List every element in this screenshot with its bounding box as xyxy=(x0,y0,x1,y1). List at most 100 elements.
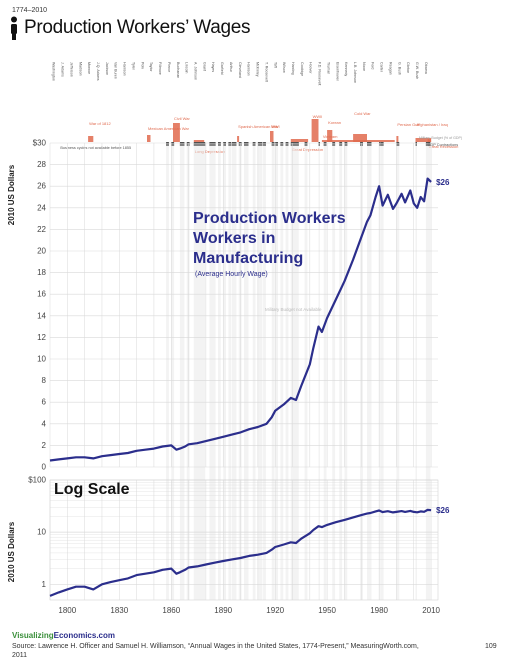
x-tick-label: 1950 xyxy=(318,606,336,615)
contraction-band xyxy=(290,143,299,600)
president-label: F.D. Roosevelt xyxy=(318,62,322,85)
president-label: Hayes xyxy=(211,62,215,72)
y-tick-label: 28 xyxy=(37,160,46,169)
president-label: Washington xyxy=(52,62,56,81)
unavailable-note: Business cycles not available before 185… xyxy=(60,146,131,150)
event-bar xyxy=(327,130,333,142)
contraction-band xyxy=(218,143,221,600)
contraction-band xyxy=(223,143,226,600)
event-bar xyxy=(147,135,151,142)
contraction-band xyxy=(193,143,206,600)
x-tick-label: 1860 xyxy=(162,606,180,615)
event-label: Great Recession xyxy=(429,144,459,149)
president-label: Coolidge xyxy=(300,62,304,76)
president-label: Obama xyxy=(424,62,428,74)
event-bar xyxy=(415,138,432,142)
event-bar xyxy=(237,136,240,142)
event-label: Great Depression xyxy=(292,147,323,152)
page-number: 109 xyxy=(485,643,497,650)
event-bar xyxy=(396,136,399,142)
series-title-line2: Workers in xyxy=(193,230,275,247)
event-label: Korean xyxy=(328,120,341,125)
president-label: Taft xyxy=(273,62,277,68)
contraction-band xyxy=(231,143,237,600)
contraction-band xyxy=(275,143,278,600)
y-tick-label: 0 xyxy=(42,463,47,472)
y-tick-label: $100 xyxy=(28,476,46,485)
contraction-band xyxy=(360,143,363,600)
contraction-band xyxy=(257,143,263,600)
president-label: Grant xyxy=(202,62,206,71)
y-tick-label: 4 xyxy=(42,419,47,428)
president-label: Lincoln xyxy=(185,62,189,73)
event-bar xyxy=(321,140,395,142)
president-label: Monroe xyxy=(87,62,91,74)
event-bar xyxy=(427,139,432,142)
president-label: Tyler xyxy=(132,62,136,71)
x-tick-label: 1920 xyxy=(266,606,284,615)
y-tick-label: 26 xyxy=(37,182,46,191)
event-label: WWI xyxy=(271,124,280,129)
president-label: Buchanan xyxy=(176,62,180,78)
y-tick-label: 10 xyxy=(37,355,46,364)
president-label: Cleveland xyxy=(238,62,242,78)
series-line xyxy=(49,177,432,462)
x-tick-label: 1980 xyxy=(370,606,388,615)
president-label: J. Adams xyxy=(61,62,65,77)
budget-legend: Military Budget (% of GDP) xyxy=(419,136,462,140)
contraction-band xyxy=(179,143,185,600)
president-label: Harrison xyxy=(123,62,127,76)
years-subtitle: 1774–2010 xyxy=(12,7,48,14)
president-label: Wilson xyxy=(282,62,286,73)
x-tick-label: 1890 xyxy=(214,606,232,615)
x-tick-label: 2010 xyxy=(422,606,440,615)
log-y-axis-label: 2010 US Dollars xyxy=(7,521,16,582)
event-bar xyxy=(353,134,367,142)
contraction-band xyxy=(186,143,190,600)
series-title-line1: Production Workers xyxy=(193,210,346,227)
page-title: Production Workers’ Wages xyxy=(24,17,251,38)
president-label: Jefferson xyxy=(69,62,73,77)
event-label: Vietnam xyxy=(323,134,338,139)
president-label: Harding xyxy=(291,62,295,75)
y-tick-label: 6 xyxy=(42,398,47,407)
contraction-band xyxy=(238,143,242,600)
president-label: Arthur xyxy=(229,62,233,73)
event-bar xyxy=(270,131,274,142)
y-tick-label: 12 xyxy=(37,333,46,342)
contraction-band xyxy=(171,143,175,600)
log-panel: 1 10 $100 2010 US Dollars Log Scale $26 1800 18… xyxy=(7,476,450,616)
y-tick-label: 10 xyxy=(37,528,46,537)
event-label: Persian Gulf xyxy=(397,122,420,127)
contraction-band xyxy=(323,143,327,600)
president-label: Kennedy xyxy=(344,62,348,76)
contraction-band xyxy=(285,143,289,600)
contraction-band xyxy=(166,143,169,600)
president-label: Carter xyxy=(380,62,384,73)
president-label: Jackson xyxy=(105,62,109,75)
president-label: G. Bush xyxy=(397,62,401,75)
president-label: Pierce xyxy=(167,62,171,72)
contraction-band xyxy=(396,143,400,600)
event-label: Civil War xyxy=(174,116,191,121)
event-bar xyxy=(88,136,94,142)
president-label: Reagan xyxy=(389,62,393,75)
president-label: Van Buren xyxy=(114,62,118,79)
contraction-band xyxy=(367,143,372,600)
president-label: Eisenhower xyxy=(335,62,339,82)
contraction-band xyxy=(271,143,275,600)
contraction-band xyxy=(228,143,232,600)
event-label: Mexican American War xyxy=(148,126,190,131)
president-label: Truman xyxy=(326,62,330,74)
source-note: Source: Lawrence H. Officer and Samuel H… xyxy=(12,643,419,659)
person-icon xyxy=(9,16,19,45)
president-label: Madison xyxy=(78,62,82,76)
president-label: Clinton xyxy=(406,62,410,73)
contraction-band xyxy=(280,143,284,600)
president-label: Taylor xyxy=(149,62,153,72)
x-tick-label: 1830 xyxy=(110,606,128,615)
contraction-band xyxy=(380,143,384,600)
log-end-value-label: $26 xyxy=(436,506,450,515)
event-bar xyxy=(311,119,319,142)
